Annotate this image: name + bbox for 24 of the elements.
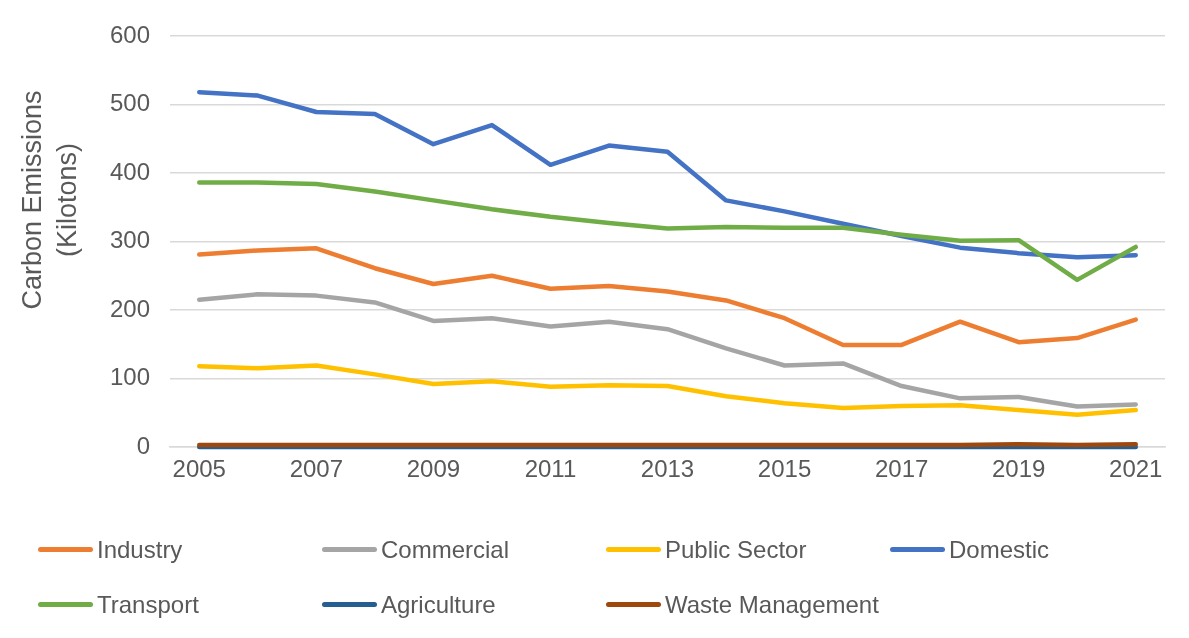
x-tick-label: 2019 — [991, 455, 1046, 483]
legend-label: Public Sector — [665, 535, 807, 564]
legend-label: Waste Management — [665, 590, 879, 619]
legend-label: Agriculture — [381, 590, 496, 619]
legend-label: Transport — [97, 590, 199, 619]
legend-label: Commercial — [381, 535, 510, 564]
legend-label: Domestic — [949, 535, 1050, 564]
x-tick-label: 2005 — [172, 455, 226, 483]
y-tick-label: 500 — [109, 89, 150, 117]
y-tick-label: 0 — [136, 431, 150, 459]
y-tick-label: 100 — [109, 363, 150, 391]
legend-label: Industry — [97, 535, 183, 564]
x-tick-label: 2015 — [757, 455, 812, 483]
x-tick-label: 2011 — [524, 455, 577, 483]
y-tick-label: 200 — [109, 294, 150, 322]
x-tick-label: 2009 — [406, 455, 461, 483]
y-axis-title: Carbon Emissions (Kilotons) — [15, 90, 83, 310]
x-tick-label: 2021 — [1109, 455, 1163, 483]
x-tick-label: 2017 — [874, 455, 929, 483]
y-tick-label: 300 — [109, 226, 150, 254]
x-tick-label: 2013 — [640, 455, 695, 483]
y-tick-label: 600 — [109, 20, 150, 48]
y-tick-label: 400 — [109, 157, 150, 185]
x-tick-label: 2007 — [289, 455, 344, 483]
